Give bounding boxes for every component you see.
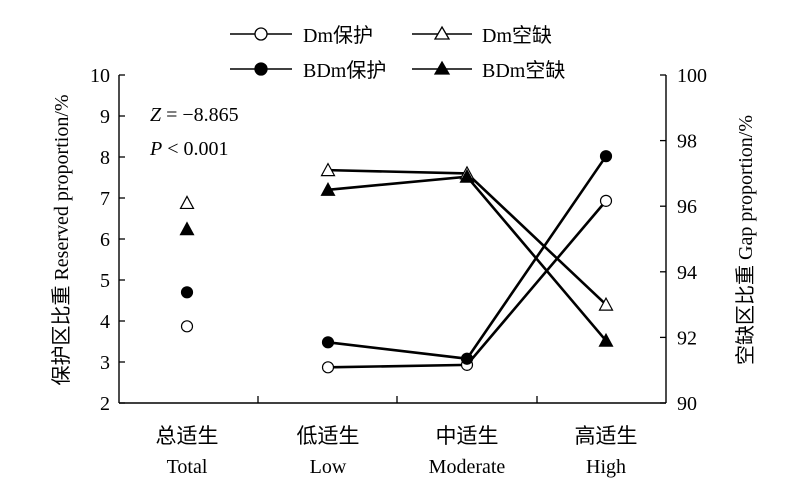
series-line-1 (327, 168, 607, 306)
legend-marker-triangle-filled (433, 60, 451, 75)
legend-item-bdm-reserved: BDm保护 (230, 59, 386, 82)
x-category-label-zh: 中适生 (436, 424, 499, 448)
legend-label: BDm空缺 (482, 59, 565, 82)
x-category-label-zh: 低适生 (297, 424, 360, 448)
y-tick-label-right: 90 (677, 393, 697, 415)
data-point-s0-c3 (599, 194, 613, 207)
series-layer (179, 150, 614, 374)
y-axis-left-ticks: 2 3 4 5 6 7 8 9 10 (90, 65, 125, 415)
legend: Dm保护 Dm空缺 BDm保护 BDm空缺 (230, 24, 565, 82)
legend-marker-triangle-open (433, 25, 451, 40)
y-tick-label-left: 3 (100, 352, 110, 374)
p-symbol: P (149, 138, 162, 160)
data-point-s2-c3 (599, 150, 613, 163)
y-tick-label-left: 8 (100, 147, 110, 169)
data-point-s0-c0 (180, 320, 194, 333)
y-tick-label-right: 92 (677, 327, 697, 349)
legend-label: Dm保护 (303, 24, 373, 47)
y-tick-label-left: 4 (100, 311, 110, 333)
p-statistic: P < 0.001 (149, 138, 229, 160)
series-line-3 (327, 175, 607, 342)
legend-item-dm-reserved: Dm保护 (230, 24, 373, 47)
data-point-s1-c0 (179, 195, 195, 210)
data-point-s3-c1 (320, 182, 336, 196)
x-category-label-zh: 总适生 (156, 424, 219, 448)
x-category-label-en: Moderate (429, 456, 506, 478)
data-point-s2-c2 (460, 352, 474, 365)
z-statistic: Z = −8.865 (150, 104, 239, 126)
x-axis-categories: 总适生 Total 低适生 Low 中适生 Moderate 高适生 High (156, 396, 638, 478)
y-tick-label-right: 98 (677, 131, 697, 153)
legend-label: Dm空缺 (482, 24, 552, 47)
y-axis-left-title: 保护区比重 Reserved proportion/% (50, 94, 73, 385)
legend-label: BDm保护 (303, 59, 386, 82)
data-point-s3-c0 (179, 221, 195, 236)
series-line-0 (327, 200, 607, 369)
p-value: < 0.001 (162, 138, 228, 160)
legend-marker-circle-open (254, 27, 268, 41)
data-point-s3-c3 (598, 332, 614, 347)
y-tick-label-right: 96 (677, 196, 697, 218)
z-value: = −8.865 (161, 104, 239, 126)
x-category-label-en: Total (167, 456, 208, 478)
y-tick-label-right: 94 (677, 262, 697, 284)
y-tick-label-left: 7 (100, 188, 110, 210)
y-tick-label-right: 100 (677, 65, 707, 87)
y-axis-right-ticks: 90 92 94 96 98 100 (660, 65, 707, 415)
legend-item-bdm-gap: BDm空缺 (412, 59, 565, 82)
y-tick-label-left: 10 (90, 65, 110, 87)
y-tick-label-left: 2 (100, 393, 110, 415)
data-point-s2-c0 (180, 286, 194, 299)
y-tick-label-left: 9 (100, 106, 110, 128)
legend-item-dm-gap: Dm空缺 (412, 24, 552, 47)
data-point-s1-c1 (320, 162, 336, 177)
legend-marker-circle-filled (254, 62, 268, 76)
x-category-label-en: Low (310, 456, 347, 478)
x-category-label-en: High (586, 456, 626, 478)
x-category-label-zh: 高适生 (575, 424, 638, 448)
y-axis-right-title: 空缺区比重 Gap proportion/% (734, 115, 757, 365)
y-tick-label-left: 6 (100, 229, 110, 251)
data-point-s2-c1 (321, 336, 335, 349)
y-tick-label-left: 5 (100, 270, 110, 292)
data-point-s3-c2 (459, 168, 475, 183)
data-point-s1-c3 (598, 296, 614, 311)
data-point-s0-c1 (321, 361, 335, 374)
z-symbol: Z (150, 104, 162, 126)
